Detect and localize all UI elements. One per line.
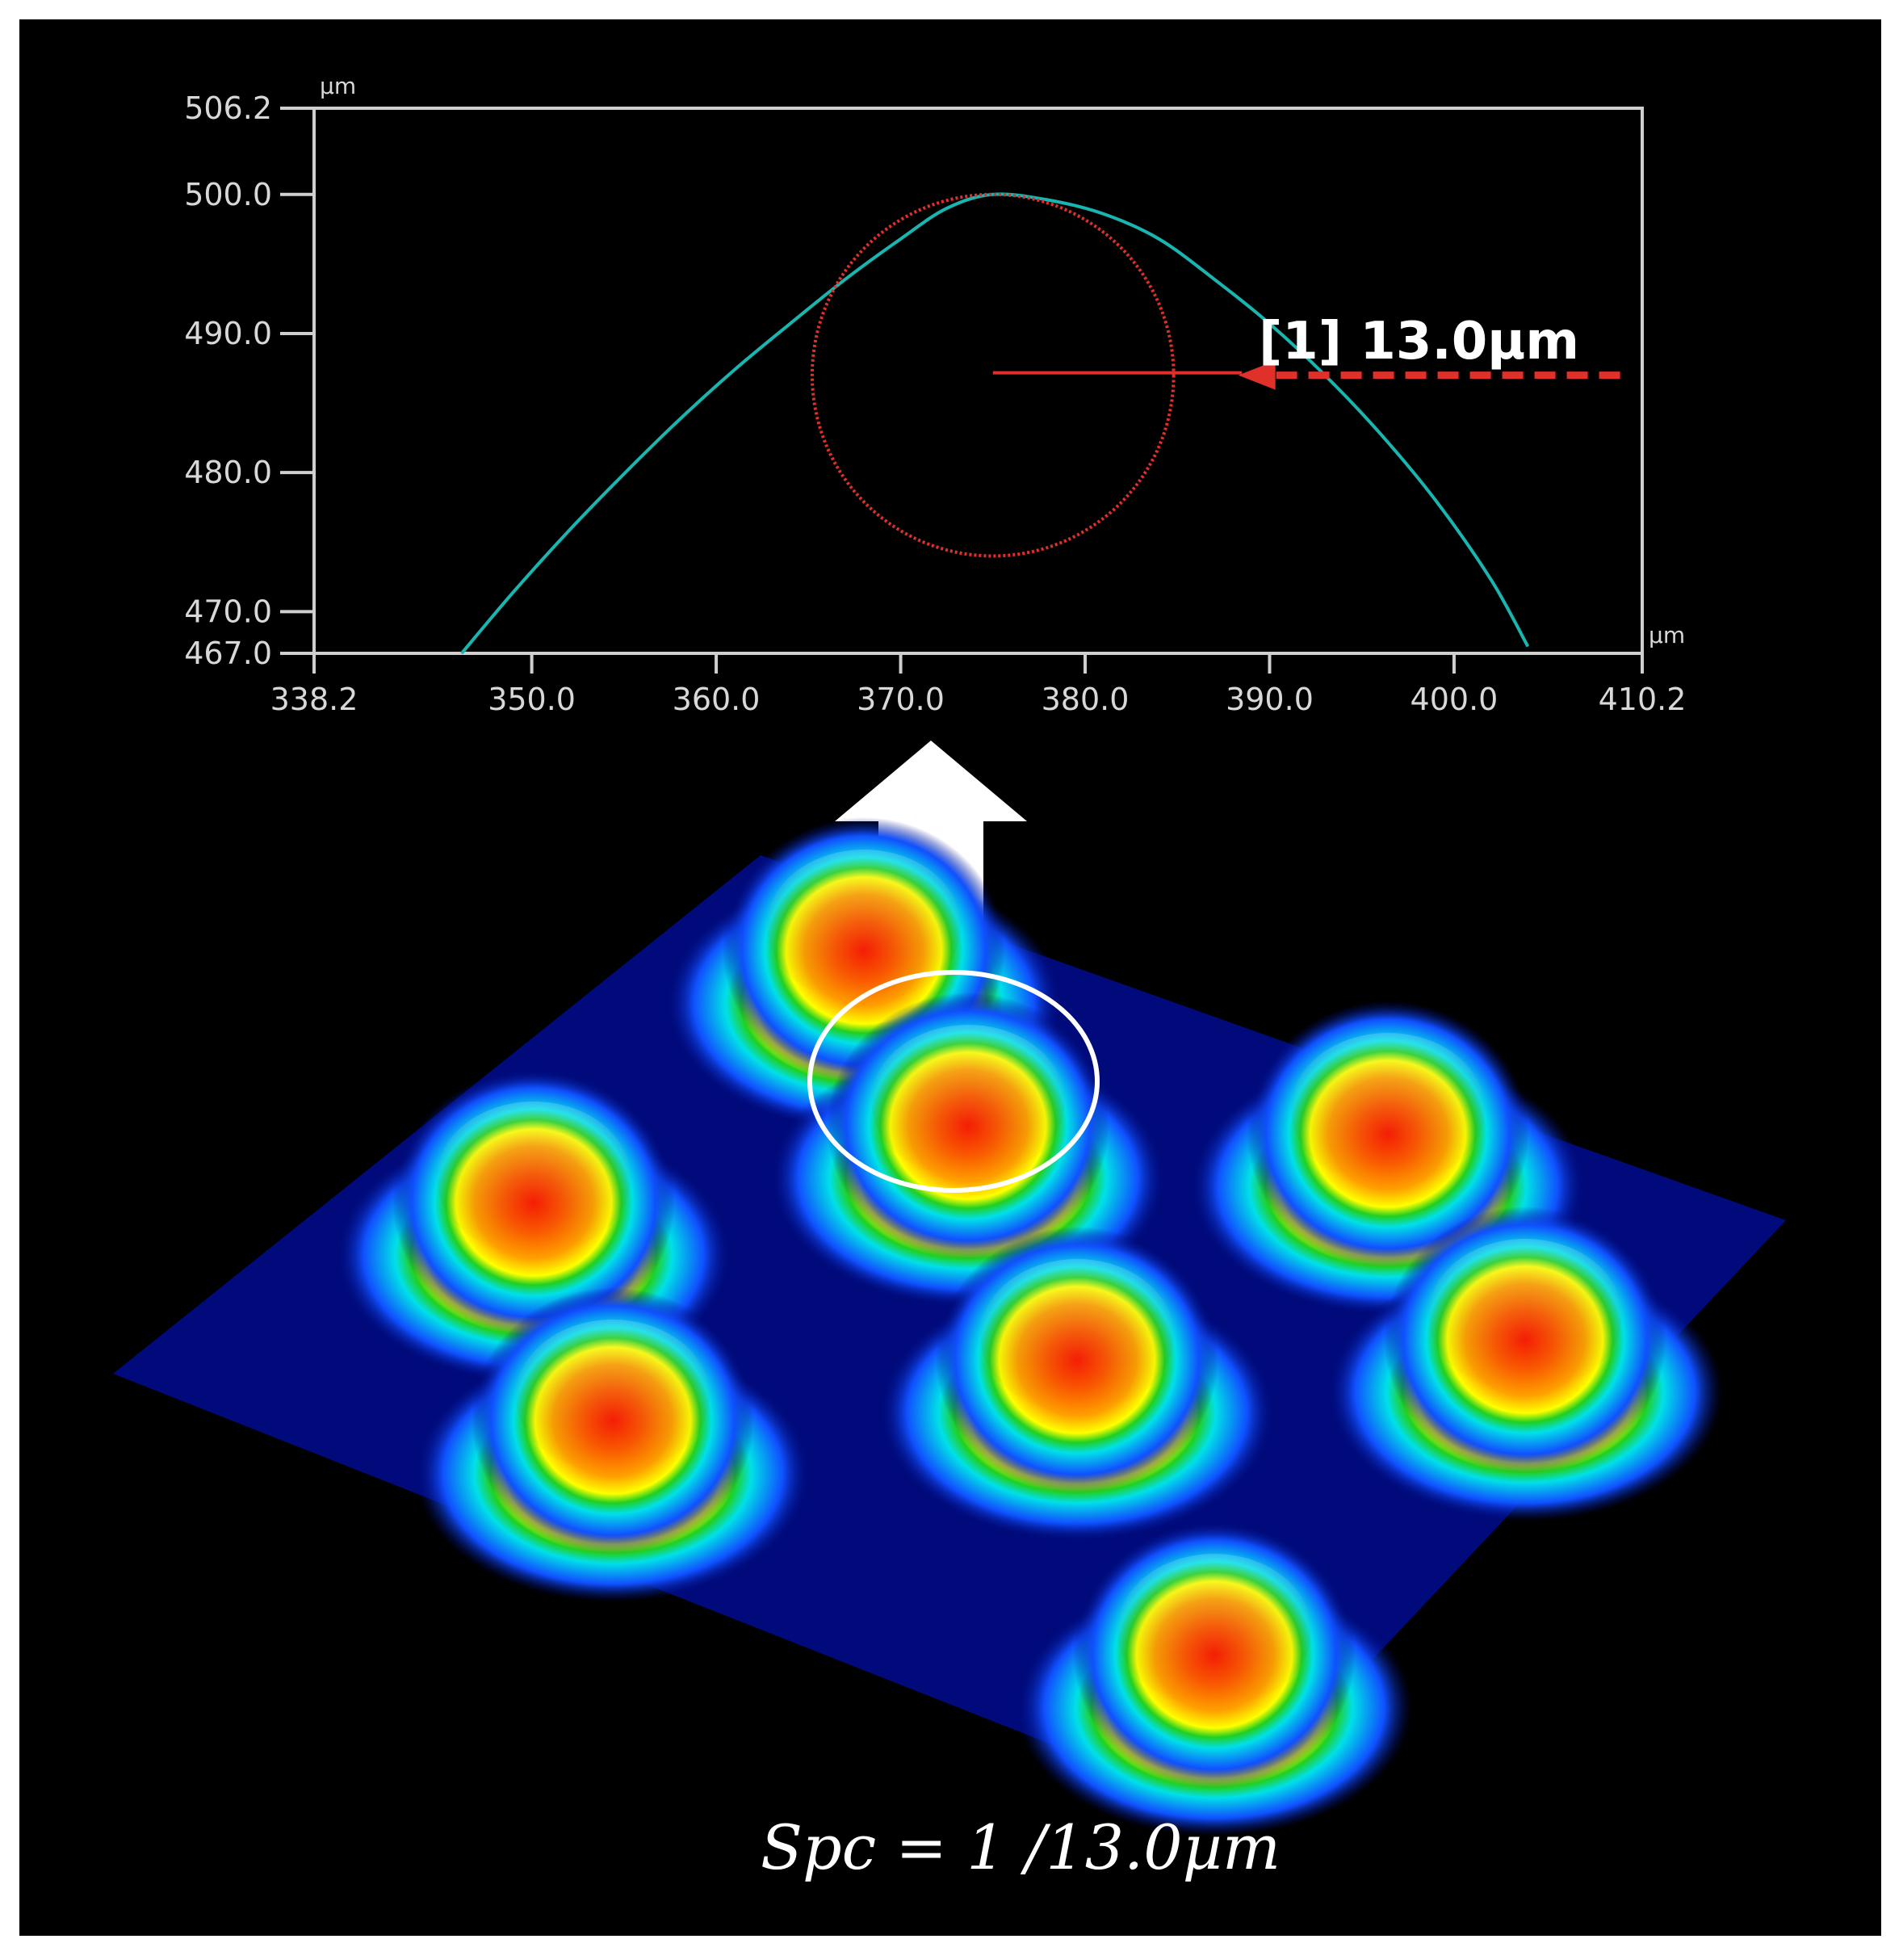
peak-shading bbox=[871, 1025, 1065, 1178]
x-tick-label: 410.2 bbox=[1599, 682, 1687, 717]
y-tick-label: 470.0 bbox=[184, 594, 272, 629]
y-tick-label: 467.0 bbox=[184, 636, 272, 671]
x-tick-label: 400.0 bbox=[1410, 682, 1499, 717]
y-unit-label: µm bbox=[320, 73, 356, 99]
plot-frame bbox=[312, 107, 1644, 655]
fitted-circle bbox=[810, 192, 1176, 558]
series-layer bbox=[460, 192, 1530, 655]
profile-point bbox=[1490, 579, 1492, 581]
profile-point bbox=[1047, 199, 1049, 201]
figure-panel: 467.0 470.0 480.0 490.0 500.0 506.2 338.2 350.… bbox=[19, 19, 1881, 1936]
profile-point bbox=[900, 238, 902, 240]
x-tick-label: 338.2 bbox=[270, 682, 358, 717]
profile-point bbox=[1380, 433, 1381, 434]
y-tick-label: 480.0 bbox=[184, 455, 272, 490]
surface-peak bbox=[879, 1227, 1275, 1542]
y-axis: 467.0 470.0 480.0 490.0 500.0 506.2 bbox=[184, 90, 314, 671]
peak-shading bbox=[437, 1102, 631, 1255]
profile-point bbox=[734, 369, 736, 371]
profile-point bbox=[678, 419, 680, 421]
peak-shading bbox=[1291, 1033, 1485, 1186]
profile-point bbox=[623, 473, 625, 475]
surface-peak bbox=[415, 1287, 811, 1602]
peak-shading bbox=[767, 850, 961, 1003]
surface-3d bbox=[113, 817, 1786, 1836]
profile-line bbox=[460, 192, 1530, 655]
surface-peak bbox=[1327, 1207, 1723, 1521]
x-axis: 338.2 350.0 360.0 370.0 380.0 390.0 400.0 410.2 bbox=[270, 653, 1687, 717]
spc-formula: Spc = 1 /13.0µm bbox=[761, 1811, 1281, 1883]
profile-chart: 467.0 470.0 480.0 490.0 500.0 506.2 338.2 350.… bbox=[184, 73, 1686, 717]
y-tick-label: 506.2 bbox=[184, 90, 272, 126]
radius-arrow-head bbox=[1238, 360, 1276, 390]
x-unit-label: µm bbox=[1649, 622, 1685, 648]
highlight-circle bbox=[807, 970, 1100, 1193]
x-tick-label: 370.0 bbox=[857, 682, 945, 717]
peak-shading bbox=[980, 1259, 1174, 1412]
surface-peak bbox=[770, 993, 1166, 1307]
x-tick-label: 360.0 bbox=[673, 682, 761, 717]
radius-annotation: [1] 13.0µm bbox=[1259, 312, 1579, 371]
y-tick-label: 490.0 bbox=[184, 316, 272, 351]
x-tick-label: 390.0 bbox=[1226, 682, 1314, 717]
peak-shading bbox=[1428, 1239, 1622, 1392]
surface-peak bbox=[1016, 1521, 1412, 1836]
x-tick-label: 380.0 bbox=[1042, 682, 1130, 717]
figure-svg: 467.0 470.0 480.0 490.0 500.0 506.2 338.2 350.… bbox=[113, 73, 1786, 1883]
y-tick-label: 500.0 bbox=[184, 177, 272, 212]
profile-point bbox=[1103, 213, 1104, 215]
peak-shading bbox=[1117, 1554, 1311, 1707]
peaks-layer bbox=[336, 817, 1723, 1836]
profile-point bbox=[1268, 323, 1270, 325]
profile-point bbox=[461, 653, 463, 654]
x-tick-label: 350.0 bbox=[488, 682, 576, 717]
profile-point bbox=[992, 194, 994, 195]
peak-shading bbox=[516, 1320, 710, 1473]
